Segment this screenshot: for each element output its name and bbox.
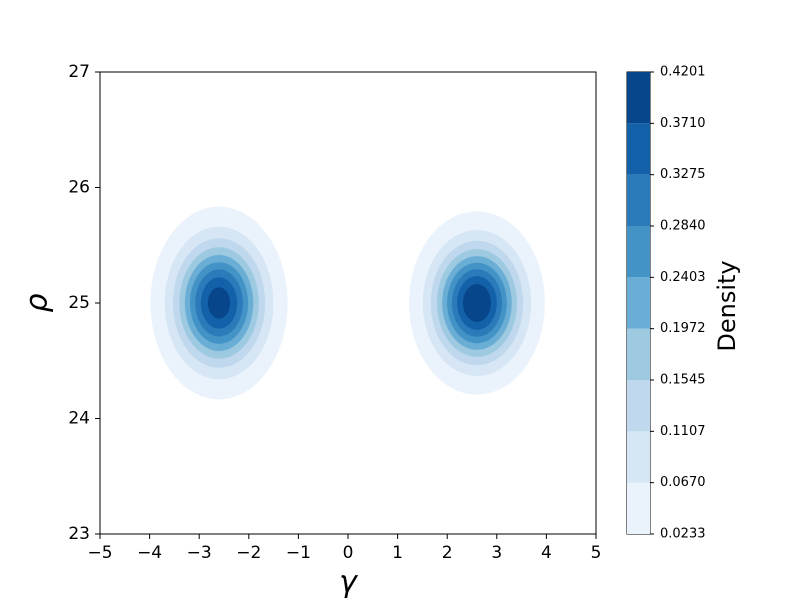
x-tick-label: 4 (541, 543, 552, 563)
colorbar-band (627, 431, 650, 483)
colorbar-tick-label: 0.0670 (660, 475, 706, 490)
colorbar-tick-label: 0.1972 (660, 321, 706, 336)
x-axis-label: γ (339, 565, 359, 600)
colorbar-label: Density (713, 260, 741, 351)
plot-area (150, 206, 545, 400)
x-tick-label: 0 (343, 543, 354, 563)
y-axis-label: ρ (20, 293, 55, 312)
x-tick-label: −2 (236, 543, 261, 563)
x-tick-label: 5 (591, 543, 602, 563)
y-tick-label: 24 (68, 409, 90, 429)
colorbar-tick-label: 0.3710 (660, 116, 706, 131)
colorbar-tick-label: 0.2840 (660, 219, 706, 234)
colorbar-band (627, 174, 650, 226)
colorbar-tick-label: 0.3275 (660, 167, 706, 182)
x-tick-label: −1 (286, 543, 311, 563)
contour-band (462, 284, 492, 322)
colorbar-band (627, 277, 650, 329)
x-tick-label: −4 (137, 543, 162, 563)
colorbar-band (627, 482, 650, 534)
colorbar-tick-label: 0.0233 (660, 527, 706, 542)
x-tick-label: 3 (491, 543, 502, 563)
y-tick-label: 27 (68, 62, 90, 82)
colorbar-band (627, 72, 650, 124)
x-tick-label: 2 (442, 543, 453, 563)
colorbar-tick-label: 0.2403 (660, 270, 706, 285)
colorbar-tick-label: 0.4201 (660, 65, 706, 80)
x-tick-label: 1 (392, 543, 403, 563)
x-tick-label: −5 (87, 543, 112, 563)
y-tick-label: 23 (68, 524, 90, 544)
y-tick-label: 25 (68, 293, 90, 313)
colorbar-tick-label: 0.1545 (660, 373, 706, 388)
contour-band (207, 287, 231, 319)
colorbar-band (627, 328, 650, 380)
colorbar-band (627, 226, 650, 278)
colorbar-band (627, 123, 650, 175)
y-tick-label: 26 (68, 178, 90, 198)
colorbar-band (627, 380, 650, 432)
colorbar-tick-label: 0.1107 (660, 424, 706, 439)
x-tick-label: −3 (187, 543, 212, 563)
